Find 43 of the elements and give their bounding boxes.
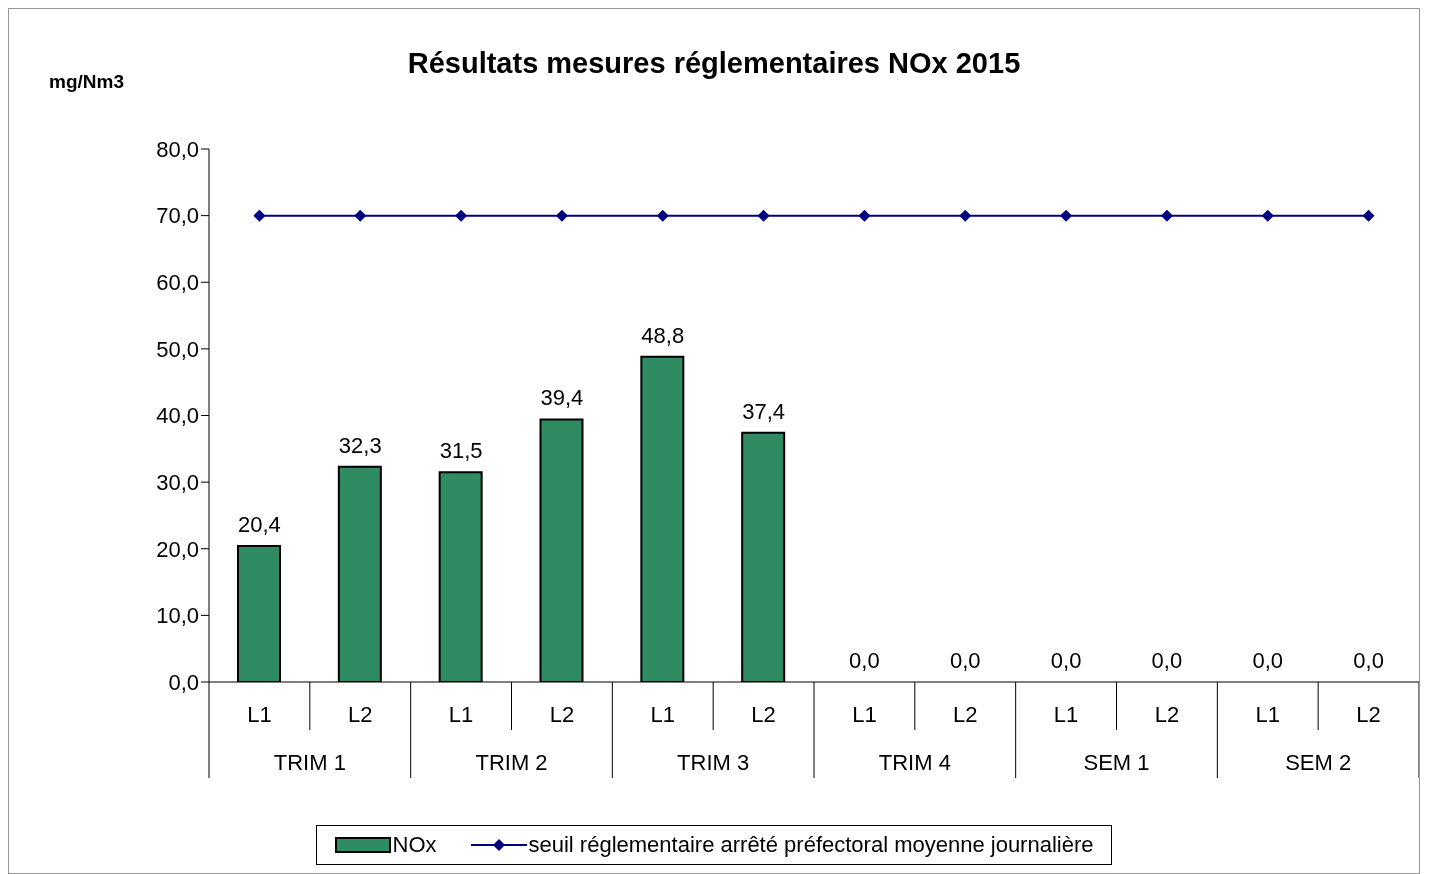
x-tick-label: L1 [1053,702,1079,727]
x-tick-label: L1 [852,702,877,727]
data-label: 37,4 [742,398,785,424]
data-label: 20,4 [238,512,281,538]
text: TRIM 3 [677,750,750,775]
y-tick-label: 20,0 [156,536,199,562]
chart-title: Résultats mesures réglementaires NOx 2015 [407,47,1021,79]
data-label: 48,8 [641,322,685,348]
x-tick-label: L2 [348,702,373,727]
y-tick-label: 80,0 [156,136,199,162]
data-label: 31,5 [439,438,483,464]
y-tick-label: 70,0 [156,203,199,229]
y-tick-label: 50,0 [156,336,199,362]
data-label: 39,4 [540,385,584,411]
data-label: 0,0 [1252,648,1284,673]
data-label: 0,0 [1151,648,1183,673]
y-tick-label: 60,0 [156,270,199,296]
x-tick-label: L1 [247,702,272,727]
data-label: 0,0 [849,648,880,673]
y-tick-label: 40,0 [156,403,199,429]
data-label: 0,0 [949,648,981,673]
y-tick-label: 10,0 [156,603,199,629]
text: TRIM 4 [878,750,951,775]
x-tick-label: L1 [448,702,474,727]
y-axis-title: mg/Nm3 [49,71,124,93]
text: TRIM 1 [273,750,346,775]
text: SEM 2 [1285,750,1352,775]
data-label: 0,0 [1050,648,1082,673]
x-tick-label: L2 [751,702,776,727]
y-tick-label: 0,0 [168,669,199,695]
x-tick-label: L2 [1356,702,1381,727]
x-tick-label: L2 [953,702,978,727]
data-label: 32,3 [338,432,382,458]
x-tick-label: L2 [549,702,575,727]
x-tick-label: L1 [1255,702,1280,727]
legend-label: seuil réglementaire arrêté préfectoral moyenne journalière [528,832,1094,858]
text: SEM 1 [1083,750,1150,775]
x-tick-label: L1 [650,702,675,727]
legend-label: NOx [392,832,437,858]
text: TRIM 2 [475,750,548,775]
y-tick-label: 30,0 [156,469,199,495]
data-label: 0,0 [1353,648,1384,673]
x-tick-label: L2 [1154,702,1180,727]
